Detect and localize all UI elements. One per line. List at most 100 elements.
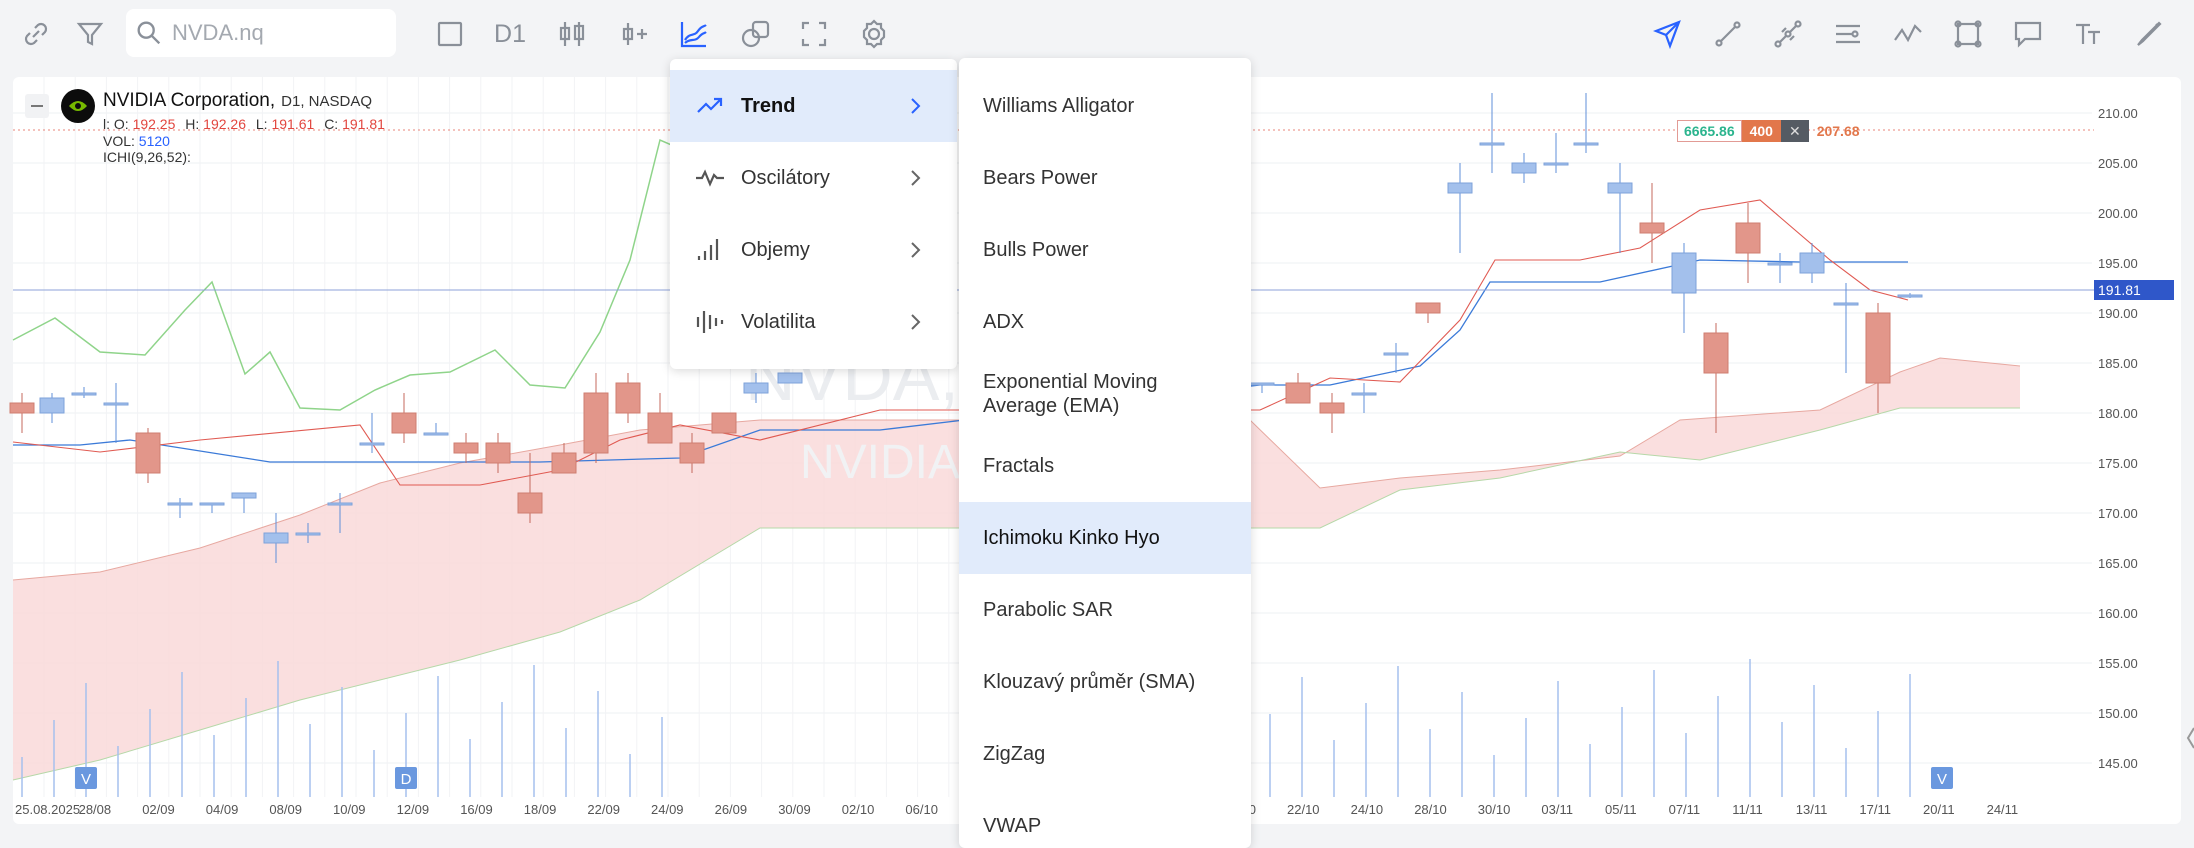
y-axis-label: 150.00 (2098, 706, 2138, 721)
search-input[interactable] (170, 19, 374, 47)
indicators-icon[interactable] (672, 12, 716, 56)
candle-body (679, 442, 705, 464)
chikou-span (12, 138, 691, 411)
chart-legend: NVIDIA Corporation, D1, NASDAQ l: O: 192.… (13, 86, 433, 176)
y-axis-label: 160.00 (2098, 606, 2138, 621)
candle-body (359, 442, 385, 446)
fib-tool-icon[interactable] (1826, 12, 1870, 56)
candle-body (263, 532, 289, 544)
candle-body (423, 432, 449, 436)
candle-body (1865, 312, 1891, 384)
y-axis-label: 205.00 (2098, 156, 2138, 171)
x-axis-label: 16/09 (460, 802, 493, 817)
y-axis-label: 210.00 (2098, 106, 2138, 121)
candle-body (777, 372, 803, 384)
x-axis-label: 26/09 (715, 802, 748, 817)
comment-tool-icon[interactable] (2006, 12, 2050, 56)
symbol-search[interactable] (126, 9, 396, 57)
position-qty[interactable]: 400 (1741, 120, 1781, 142)
candle-body (1799, 252, 1825, 274)
event-badge (1931, 767, 1953, 789)
ichimoku-cloud (13, 358, 2020, 780)
x-axis-label: 22/10 (1287, 802, 1320, 817)
x-axis-label: 22/09 (587, 802, 620, 817)
y-axis-label: 175.00 (2098, 456, 2138, 471)
event-badge-label: D (401, 771, 412, 788)
menu-item-zigzag[interactable]: ZigZag (983, 743, 1046, 765)
high-value: 192.26 (203, 116, 246, 132)
menu-item-williams-alligator[interactable]: Williams Alligator (983, 95, 1135, 117)
x-axis-label: 02/10 (842, 802, 875, 817)
shapes-icon[interactable] (734, 12, 778, 56)
x-axis-label: 18/09 (524, 802, 557, 817)
menu-item-ema[interactable]: Exponential Moving Average (EMA) (983, 371, 1158, 417)
menu-item-ichimoku[interactable]: Ichimoku Kinko Hyo (959, 502, 1251, 574)
menu-category-trend[interactable]: Trend (670, 70, 957, 142)
cursor-arrow-icon[interactable] (1646, 12, 1690, 56)
brush-tool-icon[interactable] (2126, 12, 2170, 56)
candle-body (1897, 294, 1923, 298)
volatility-icon (696, 311, 724, 333)
rectangle-tool-icon[interactable] (1946, 12, 1990, 56)
x-axis-label: 20/11 (1923, 802, 1955, 817)
menu-item-parabolic-sar[interactable]: Parabolic SAR (983, 599, 1114, 621)
candle-body (1543, 162, 1569, 166)
search-icon (137, 21, 161, 45)
x-axis-label: 30/09 (778, 802, 811, 817)
close-position-button[interactable]: ✕ (1780, 120, 1809, 142)
menu-category-volumes[interactable]: Objemy (670, 214, 957, 286)
chevron-right-icon (911, 242, 921, 258)
wave-tool-icon[interactable] (1886, 12, 1930, 56)
volume-readout: VOL: 5120 (103, 133, 170, 149)
menu-item-sma[interactable]: Klouzavý průměr (SMA) (983, 671, 1196, 693)
filter-icon[interactable] (68, 12, 112, 56)
candle-body (71, 392, 97, 396)
candle-body (231, 492, 257, 499)
chevron-right-icon (911, 170, 921, 186)
collapse-legend-button[interactable] (25, 94, 49, 118)
x-axis-label: 03/11 (1541, 802, 1573, 817)
x-axis-label: 04/09 (206, 802, 239, 817)
position-widget[interactable]: 6665.86 400 ✕ 207.68 (1677, 120, 1868, 142)
indicator-category-menu: Trend Oscilátory Objemy Volatilita (670, 59, 957, 369)
open-value: 192.25 (132, 116, 176, 132)
candle-body (391, 412, 417, 434)
menu-item-bears-power[interactable]: Bears Power (983, 167, 1098, 189)
candle-body (517, 492, 543, 514)
link-icon[interactable] (14, 12, 58, 56)
candle-body (1351, 392, 1377, 396)
event-badge-label: V (81, 771, 91, 788)
timeframe-button[interactable]: D1 (488, 12, 532, 56)
panel-edge-arrow-icon[interactable] (2186, 723, 2194, 753)
position-price[interactable]: 6665.86 (1677, 120, 1742, 142)
x-axis-label: 24/09 (651, 802, 684, 817)
menu-item-adx[interactable]: ADX (983, 311, 1025, 333)
y-axis-label: 170.00 (2098, 506, 2138, 521)
add-indicator-icon[interactable] (612, 12, 656, 56)
candle-body (1319, 402, 1345, 414)
menu-item-vwap[interactable]: VWAP (983, 815, 1042, 837)
menu-category-oscillators[interactable]: Oscilátory (670, 142, 957, 214)
candle-body (1511, 162, 1537, 174)
x-axis-label: 30/10 (1478, 802, 1511, 817)
text-tool-icon[interactable] (2066, 12, 2110, 56)
menu-item-fractals[interactable]: Fractals (983, 455, 1055, 477)
square-icon[interactable] (428, 12, 472, 56)
candles-icon[interactable] (550, 12, 594, 56)
multi-line-tool-icon[interactable] (1766, 12, 1810, 56)
instrument-sub: D1, NASDAQ (281, 93, 372, 110)
fullscreen-icon[interactable] (792, 12, 836, 56)
gear-icon[interactable] (852, 12, 896, 56)
candle-body (1703, 332, 1729, 374)
x-axis-label: 25.08.2025 (15, 802, 80, 817)
candle-body (327, 502, 353, 506)
volume-icon (697, 239, 719, 260)
line-tool-icon[interactable] (1706, 12, 1750, 56)
x-axis-label: 11/11 (1732, 802, 1763, 817)
menu-item-bulls-power[interactable]: Bulls Power (983, 239, 1089, 261)
candle-body (1833, 302, 1859, 306)
menu-category-volatility[interactable]: Volatilita (670, 286, 957, 358)
candle-body (1639, 222, 1665, 234)
candle-body (167, 502, 193, 506)
